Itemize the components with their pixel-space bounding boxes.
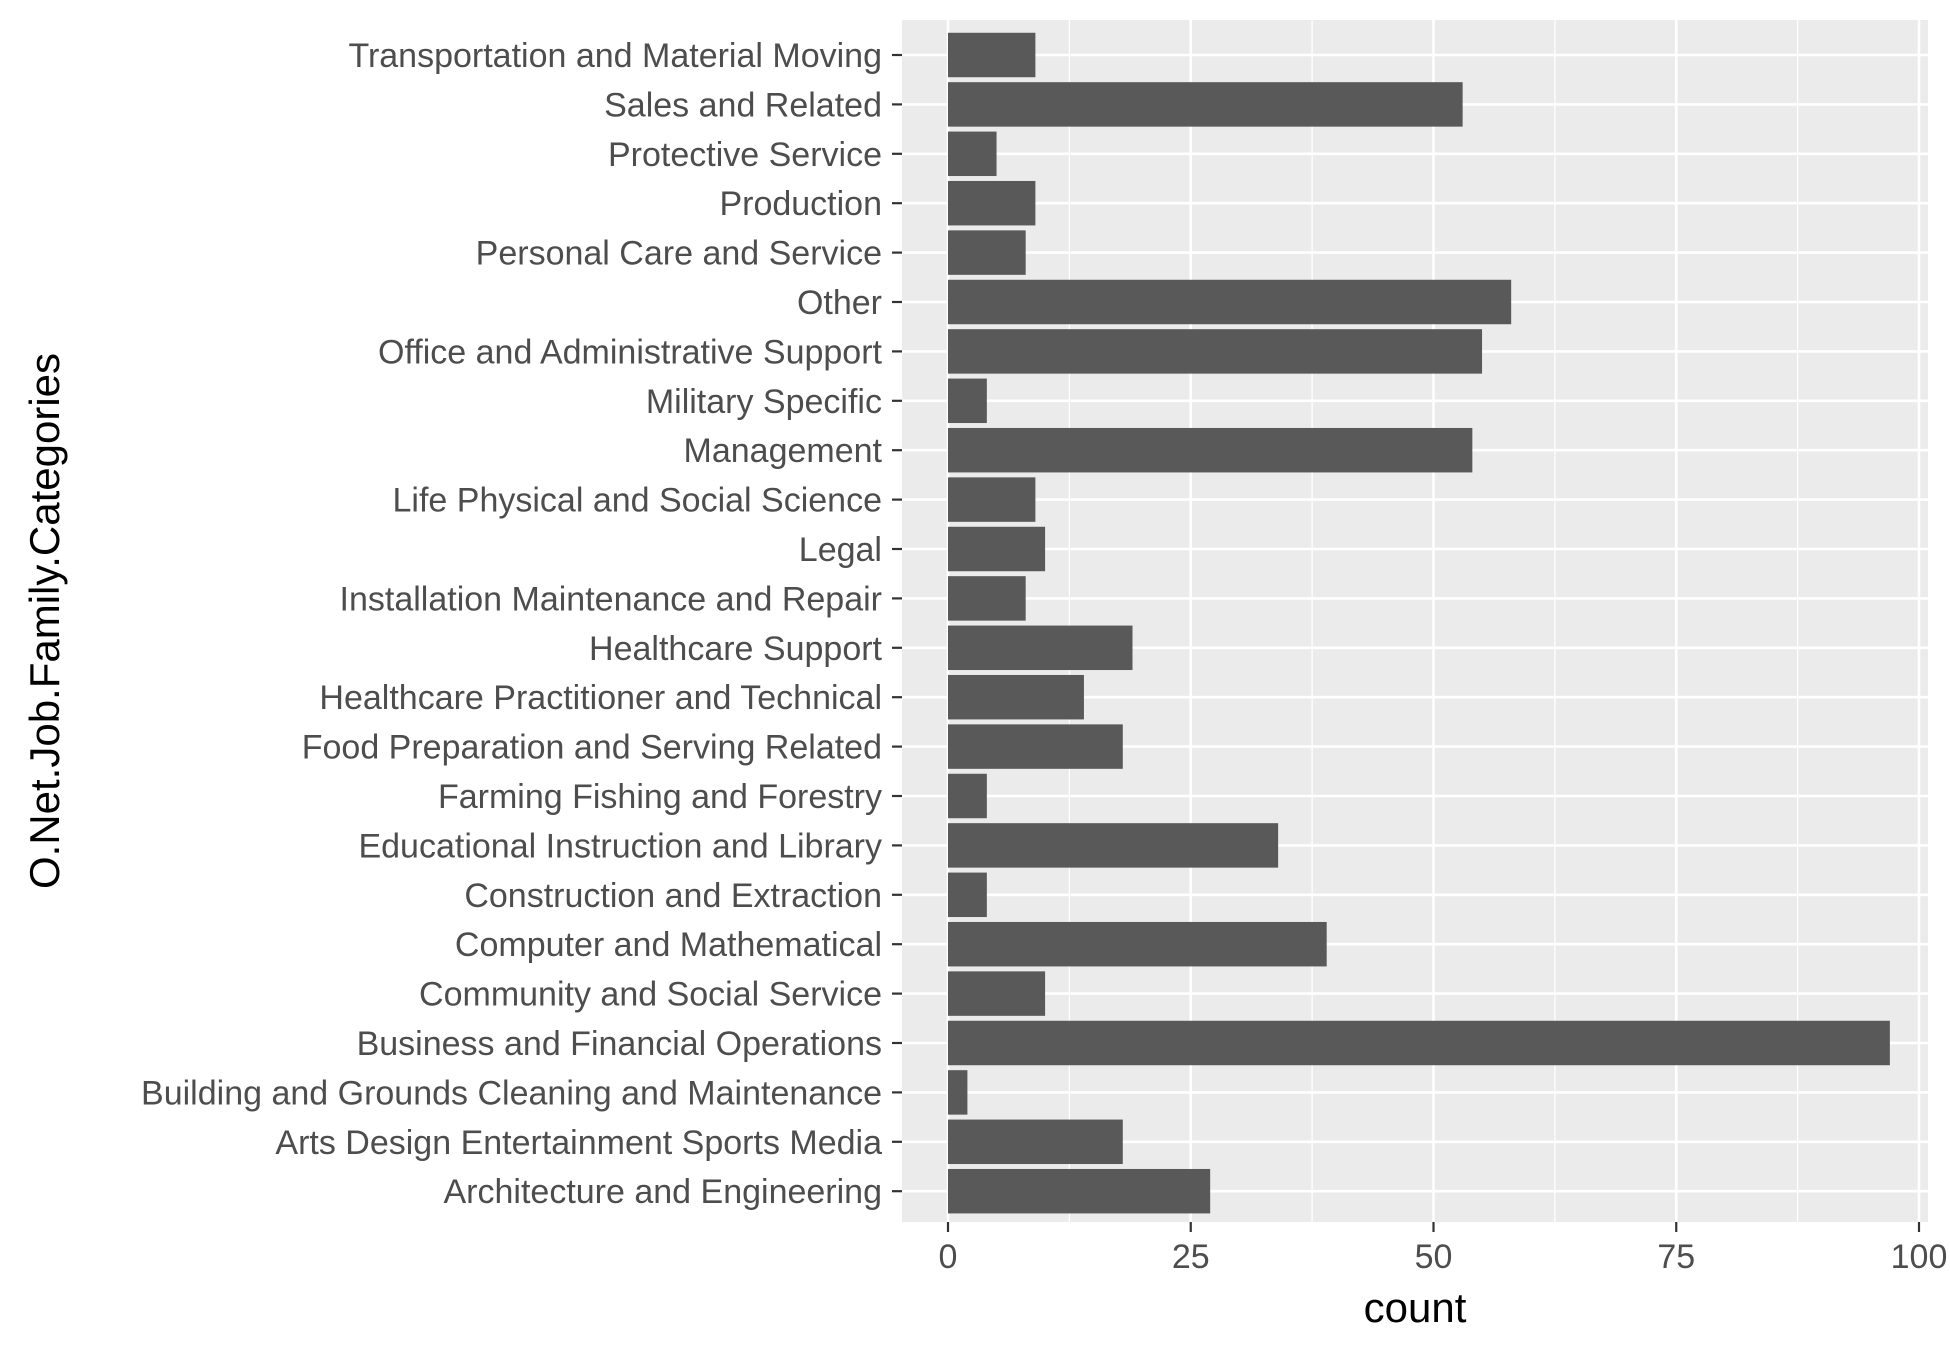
y-tick-label: Architecture and Engineering <box>444 1173 883 1211</box>
y-tick-label: Personal Care and Service <box>476 235 882 273</box>
x-tick-label: 0 <box>939 1238 958 1276</box>
y-tick-label: Transportation and Material Moving <box>348 37 882 75</box>
bar <box>948 378 987 424</box>
y-tick-label: Protective Service <box>608 136 882 174</box>
bar <box>948 329 1483 374</box>
bar <box>948 921 1327 967</box>
y-tick-label: Life Physical and Social Science <box>393 482 883 520</box>
y-tick-label: Management <box>684 432 883 470</box>
y-tick-label: Healthcare Practitioner and Technical <box>319 679 882 717</box>
y-tick-label: Office and Administrative Support <box>378 333 883 371</box>
y-tick-label: Business and Financial Operations <box>357 1025 882 1063</box>
y-tick-label: Educational Instruction and Library <box>358 827 882 865</box>
y-tick-label: Farming Fishing and Forestry <box>438 778 882 816</box>
y-axis-title: O.Net.Job.Family.Categories <box>21 353 68 889</box>
bar <box>948 625 1133 671</box>
bar <box>948 427 1473 473</box>
x-axis: 0 25 50 75 100 <box>939 1222 1948 1276</box>
y-tick-label: Military Specific <box>646 383 882 421</box>
bar <box>948 32 1036 78</box>
y-tick-label: Legal <box>799 531 882 569</box>
y-tick-label: Healthcare Support <box>589 630 883 668</box>
y-tick-label: Food Preparation and Serving Related <box>302 729 882 767</box>
bar <box>948 279 1512 325</box>
y-tick-label: Computer and Mathematical <box>455 926 882 964</box>
y-tick-label: Building and Grounds Cleaning and Mainte… <box>141 1074 882 1112</box>
x-tick-label: 25 <box>1172 1238 1210 1276</box>
y-tick-label: Arts Design Entertainment Sports Media <box>275 1124 882 1162</box>
y-tick-label: Other <box>797 284 882 322</box>
bar <box>948 180 1036 226</box>
bar <box>948 674 1084 720</box>
bar <box>948 724 1123 769</box>
y-tick-label: Construction and Extraction <box>464 877 882 915</box>
bar <box>948 773 987 819</box>
bar <box>948 1070 968 1115</box>
bar <box>948 971 1046 1016</box>
bar <box>948 230 1026 275</box>
bar <box>948 477 1036 522</box>
x-tick-label: 100 <box>1891 1238 1948 1276</box>
bars <box>948 32 1890 1214</box>
bar <box>948 131 997 177</box>
y-axis: Transportation and Material Moving Sales … <box>141 37 902 1211</box>
bar <box>948 82 1463 127</box>
bar <box>948 823 1279 868</box>
bar <box>948 872 987 918</box>
y-tick-label: Community and Social Service <box>419 976 882 1014</box>
bar <box>948 1020 1890 1066</box>
y-tick-label: Installation Maintenance and Repair <box>340 580 882 618</box>
x-tick-label: 50 <box>1415 1238 1453 1276</box>
y-tick-label: Sales and Related <box>604 86 882 124</box>
bar <box>948 526 1046 572</box>
bar <box>948 1168 1211 1214</box>
x-axis-title: count <box>1364 1284 1467 1331</box>
x-tick-label: 75 <box>1657 1238 1695 1276</box>
bar <box>948 1119 1123 1165</box>
bar <box>948 576 1026 621</box>
y-tick-label: Production <box>719 185 882 223</box>
